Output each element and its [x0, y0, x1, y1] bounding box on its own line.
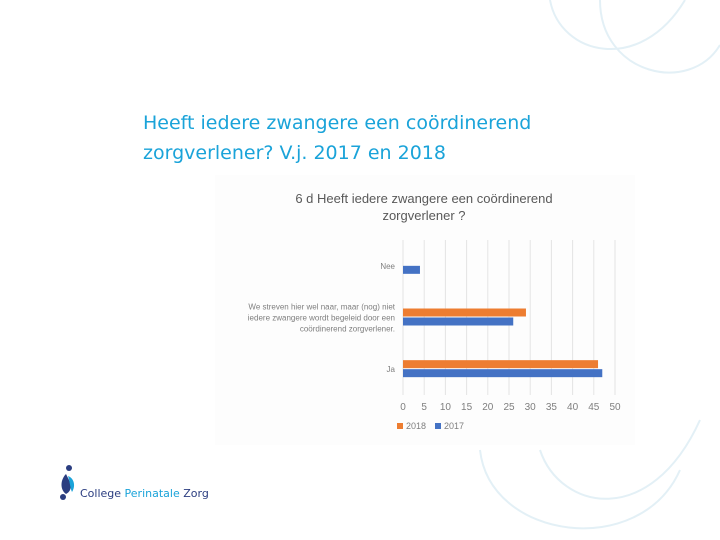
legend-label-2018: 2018: [406, 421, 426, 431]
x-tick-label: 35: [546, 402, 558, 413]
x-tick-label: 20: [482, 402, 494, 413]
bars: [403, 265, 603, 378]
chart-title-line1: 6 d Heeft iedere zwangere een coördinere…: [295, 191, 552, 206]
x-tick-label: 25: [503, 402, 515, 413]
logo-text-perinatale: Perinatale: [124, 487, 180, 500]
x-tick-label: 15: [461, 402, 473, 413]
x-tick-label: 10: [440, 402, 452, 413]
slide-title: Heeft iedere zwangere een coördinerend z…: [143, 108, 623, 168]
bar-2017-cat-1: [403, 317, 514, 326]
chart-title-line2: zorgverlener ?: [382, 208, 465, 223]
chart-panel: 6 d Heeft iedere zwangere een coördinere…: [215, 175, 635, 445]
bar-2018-cat-2: [403, 360, 599, 369]
legend-swatch-2018: [397, 423, 403, 429]
x-tick-label: 30: [525, 402, 537, 413]
category-label: Ja: [387, 365, 396, 374]
legend-swatch-2017: [435, 423, 441, 429]
college-perinatale-zorg-logo: [60, 465, 75, 500]
category-label: We streven hier wel naar, maar (nog) nie…: [248, 303, 395, 312]
x-tick-labels: 0 5 10 15 20 25 30 35 40 45 50: [400, 402, 621, 413]
x-tick-label: 40: [567, 402, 579, 413]
category-label: coördinerend zorgverlener.: [300, 325, 395, 334]
bar-2017-cat-0: [403, 265, 420, 274]
x-tick-label: 45: [588, 402, 600, 413]
bar-2017-cat-2: [403, 369, 603, 378]
x-tick-label: 0: [400, 402, 406, 413]
category-label: Nee: [380, 262, 395, 271]
logo-text: College Perinatale Zorg: [80, 487, 209, 500]
legend-label-2017: 2017: [444, 421, 464, 431]
x-tick-label: 50: [609, 402, 621, 413]
bar-chart: 6 d Heeft iedere zwangere een coördinere…: [248, 191, 621, 431]
logo-text-college: College: [80, 487, 125, 500]
legend: 2018 2017: [397, 421, 464, 431]
logo-text-zorg: Zorg: [179, 487, 209, 500]
slide-title-line1: Heeft iedere zwangere een coördinerend: [143, 112, 532, 134]
category-label: iedere zwangere wordt begeleid door een: [248, 314, 395, 323]
category-labels: Nee We streven hier wel naar, maar (nog) …: [248, 262, 396, 374]
slide-title-line2: zorgverlener? V.j. 2017 en 2018: [143, 142, 446, 164]
bar-2018-cat-1: [403, 308, 526, 317]
x-tick-label: 5: [421, 402, 427, 413]
